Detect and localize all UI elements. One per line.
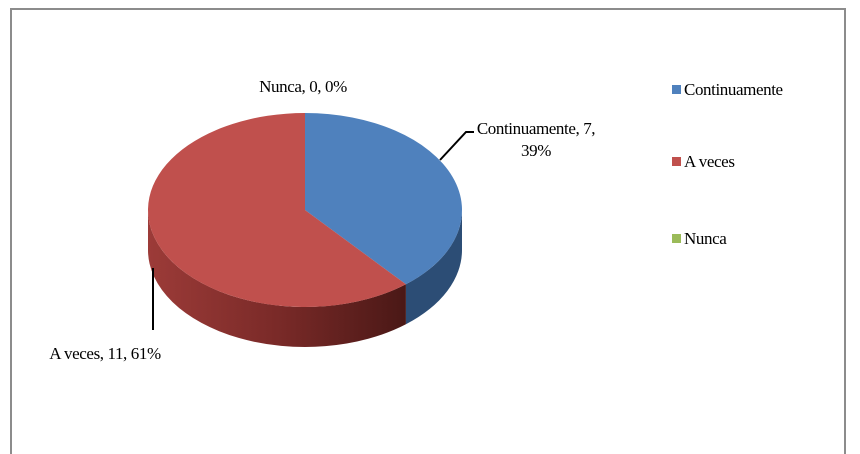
legend-label: Nunca — [684, 229, 727, 248]
legend-swatch — [672, 234, 681, 243]
data-label: Continuamente, 7, 39% — [476, 119, 596, 160]
leader-line — [439, 131, 474, 161]
slice-side — [405, 210, 462, 325]
legend-swatch — [672, 85, 681, 94]
chart-frame — [10, 8, 846, 454]
data-label: A veces, 11, 61% — [49, 344, 161, 363]
legend-swatch — [672, 157, 681, 166]
slice — [147, 113, 406, 307]
slice-side — [148, 210, 406, 348]
legend-label: A veces — [684, 152, 735, 171]
slice — [305, 113, 462, 285]
data-label: Nunca, 0, 0% — [259, 77, 347, 96]
legend-label: Continuamente — [684, 80, 783, 99]
